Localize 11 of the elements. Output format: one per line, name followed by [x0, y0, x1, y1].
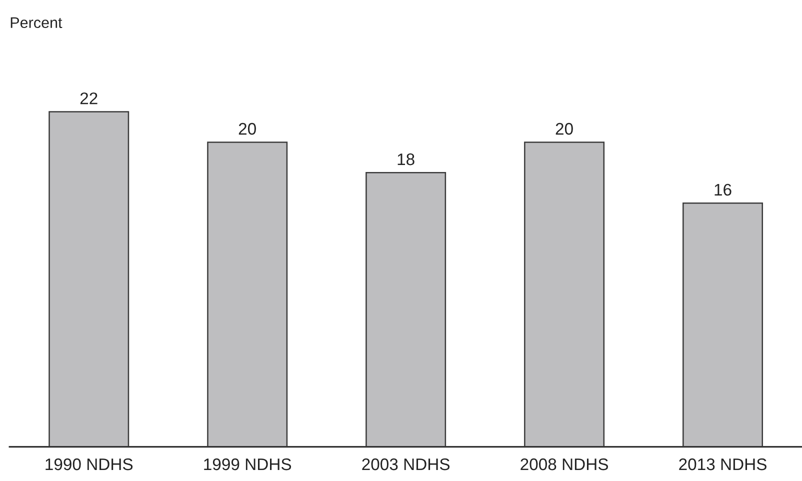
x-tick-label: 2003 NDHS [362, 458, 450, 470]
x-tick-label: 2008 NDHS [520, 458, 608, 470]
text: Percent [10, 17, 62, 28]
data-label: 18 [398, 153, 414, 166]
data-label: 22 [80, 92, 98, 104]
x-tick-label: 2013 NDHS [679, 458, 766, 470]
x-tick-label: 1990 NDHS [46, 458, 133, 470]
data-label: 20 [556, 122, 573, 135]
data-label: 16 [714, 184, 732, 196]
x-tick-label: 1999 NDHS [204, 458, 292, 470]
data-label: 20 [238, 122, 256, 135]
